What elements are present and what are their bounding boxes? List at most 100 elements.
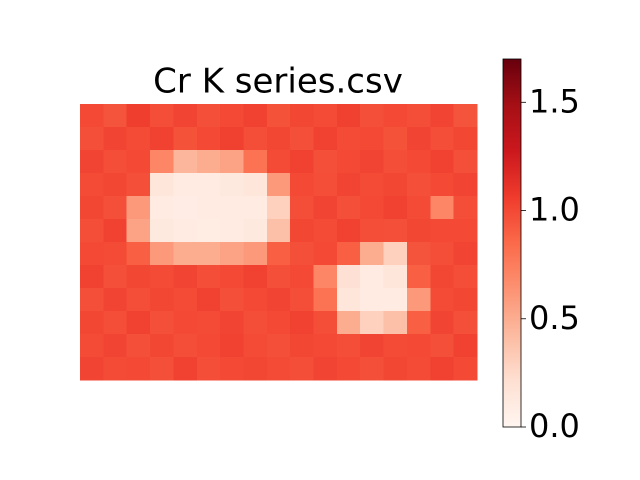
heatmap-cell xyxy=(126,196,151,220)
heatmap-cell xyxy=(243,127,268,151)
heatmap-cell xyxy=(173,357,198,381)
heatmap-cell xyxy=(173,334,198,358)
heatmap-cell xyxy=(196,104,221,128)
heatmap-cell xyxy=(80,127,104,151)
heatmap-cell xyxy=(266,265,291,289)
heatmap-cell xyxy=(383,357,408,381)
heatmap-cell xyxy=(360,357,385,381)
heatmap-cell xyxy=(290,334,315,358)
heatmap-cell xyxy=(336,334,361,358)
heatmap-cell xyxy=(196,127,221,151)
heatmap-cell xyxy=(103,173,128,197)
heatmap-cell xyxy=(266,242,291,266)
heatmap-cell xyxy=(266,150,291,174)
heatmap-cell xyxy=(406,242,431,266)
heatmap-cell xyxy=(103,334,128,358)
heatmap-cell xyxy=(430,104,455,128)
heatmap-cell xyxy=(336,219,361,243)
heatmap-cell xyxy=(290,265,315,289)
heatmap-cell xyxy=(196,311,221,335)
heatmap-cell xyxy=(453,219,478,243)
heatmap-cell xyxy=(360,104,385,128)
heatmap-cell xyxy=(313,104,338,128)
heatmap-cell xyxy=(383,311,408,335)
heatmap-cell xyxy=(173,311,198,335)
heatmap-cell xyxy=(103,104,128,128)
heatmap-cell xyxy=(266,104,291,128)
heatmap-cell xyxy=(103,357,128,381)
heatmap-cell xyxy=(360,288,385,312)
heatmap-cell xyxy=(406,104,431,128)
heatmap-cell xyxy=(243,357,268,381)
heatmap-cell xyxy=(430,311,455,335)
heatmap-cell xyxy=(196,334,221,358)
heatmap-cell xyxy=(173,265,198,289)
heatmap-cell xyxy=(290,104,315,128)
heatmap-cell xyxy=(243,196,268,220)
heatmap-cell xyxy=(243,334,268,358)
heatmap-cell xyxy=(220,357,244,381)
heatmap-cell xyxy=(406,127,431,151)
heatmap-cell xyxy=(173,127,198,151)
heatmap-cell xyxy=(150,127,174,151)
heatmap-cell xyxy=(173,150,198,174)
heatmap-cell xyxy=(80,196,104,220)
heatmap-cell xyxy=(103,242,128,266)
heatmap-cell xyxy=(266,173,291,197)
heatmap-cell xyxy=(313,311,338,335)
heatmap-cell xyxy=(173,242,198,266)
heatmap-cell xyxy=(406,334,431,358)
heatmap-cell xyxy=(430,150,455,174)
heatmap-cell xyxy=(383,104,408,128)
heatmap-cell xyxy=(453,288,478,312)
heatmap-cell xyxy=(290,288,315,312)
heatmap-cell xyxy=(243,104,268,128)
heatmap-cell xyxy=(103,219,128,243)
heatmap-cell xyxy=(453,196,478,220)
heatmap-cell xyxy=(196,196,221,220)
heatmap-cell xyxy=(313,127,338,151)
heatmap-cell xyxy=(336,127,361,151)
heatmap-cell xyxy=(126,357,151,381)
heatmap-cell xyxy=(360,219,385,243)
heatmap-cell xyxy=(126,219,151,243)
heatmap-cell xyxy=(196,173,221,197)
heatmap-cell xyxy=(220,311,244,335)
heatmap-cell xyxy=(336,311,361,335)
heatmap-cell xyxy=(196,357,221,381)
heatmap-cell xyxy=(150,334,174,358)
colorbar-tick-label: 0.5 xyxy=(529,299,580,337)
heatmap-cell xyxy=(220,173,244,197)
heatmap-cell xyxy=(103,196,128,220)
heatmap-cell xyxy=(220,288,244,312)
heatmap-cell xyxy=(150,265,174,289)
heatmap-cell xyxy=(360,173,385,197)
heatmap-cell xyxy=(290,150,315,174)
heatmap-cell xyxy=(220,219,244,243)
heatmap-cell xyxy=(430,265,455,289)
heatmap-cell xyxy=(103,311,128,335)
heatmap-cell xyxy=(453,242,478,266)
heatmap-cell xyxy=(220,196,244,220)
heatmap-cell xyxy=(313,150,338,174)
heatmap-cell xyxy=(453,150,478,174)
heatmap-cell xyxy=(383,334,408,358)
heatmap-cell xyxy=(406,288,431,312)
heatmap-cell xyxy=(220,104,244,128)
heatmap-cell xyxy=(150,150,174,174)
heatmap-cell xyxy=(453,127,478,151)
heatmap-cell xyxy=(266,334,291,358)
heatmap-cell xyxy=(430,334,455,358)
heatmap-cell xyxy=(313,242,338,266)
heatmap-cell xyxy=(126,334,151,358)
heatmap-cell xyxy=(266,357,291,381)
heatmap-cell xyxy=(243,265,268,289)
heatmap-cell xyxy=(220,150,244,174)
heatmap-cell xyxy=(103,265,128,289)
heatmap-cell xyxy=(150,242,174,266)
heatmap-cell xyxy=(173,219,198,243)
heatmap-cell xyxy=(220,242,244,266)
heatmap-cell xyxy=(406,219,431,243)
heatmap-cell xyxy=(266,127,291,151)
